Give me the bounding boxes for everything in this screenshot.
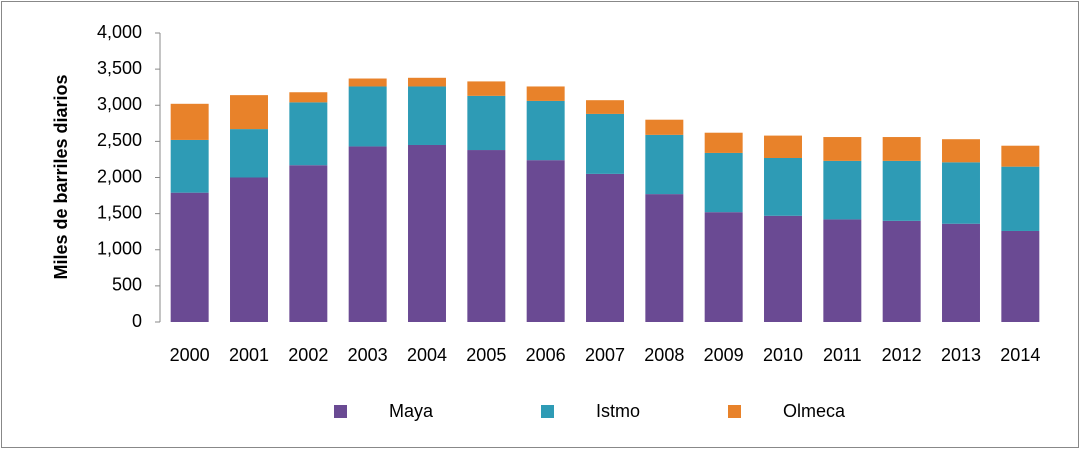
bar-segment bbox=[823, 137, 862, 161]
x-tick-label: 2008 bbox=[644, 345, 684, 365]
bar-segment bbox=[764, 215, 802, 322]
legend-label: Istmo bbox=[596, 401, 640, 421]
bar-segment bbox=[823, 160, 862, 220]
y-tick-label: 3,500 bbox=[97, 58, 142, 78]
bar-segment bbox=[467, 95, 506, 151]
bar-segment bbox=[942, 223, 980, 322]
y-tick-label: 3,000 bbox=[97, 94, 142, 114]
y-tick-label: 1,500 bbox=[97, 202, 142, 222]
bar-segment bbox=[289, 92, 328, 103]
bar-segment bbox=[408, 144, 446, 322]
legend-swatch bbox=[334, 405, 347, 418]
bar-segment bbox=[526, 86, 565, 101]
bar-segment bbox=[645, 119, 684, 135]
bar-segment bbox=[704, 212, 743, 322]
x-tick-label: 2000 bbox=[170, 345, 210, 365]
x-tick-label: 2014 bbox=[1000, 345, 1040, 365]
bar-segment bbox=[1001, 166, 1040, 231]
x-tick-label: 2003 bbox=[348, 345, 388, 365]
y-axis-label: Miles de barriles diarios bbox=[51, 74, 71, 279]
bar-segment bbox=[348, 146, 387, 322]
bar-segment bbox=[230, 129, 268, 178]
bar-segment bbox=[1001, 145, 1040, 167]
bar-segment bbox=[586, 113, 624, 174]
legend-label: Maya bbox=[389, 401, 434, 421]
bar-segment bbox=[230, 95, 268, 130]
bar-segment bbox=[289, 165, 328, 322]
bar-segment bbox=[882, 220, 921, 322]
bar-segment bbox=[348, 78, 387, 87]
x-tick-label: 2007 bbox=[585, 345, 625, 365]
bar-segment bbox=[170, 103, 209, 140]
bar-segment bbox=[170, 192, 209, 322]
x-tick-label: 2012 bbox=[882, 345, 922, 365]
x-tick-label: 2010 bbox=[763, 345, 803, 365]
bar-segment bbox=[586, 173, 624, 322]
x-tick-label: 2002 bbox=[288, 345, 328, 365]
bar-segment bbox=[942, 162, 980, 224]
bar-segment bbox=[823, 219, 862, 322]
bar-segment bbox=[764, 135, 802, 158]
bar-segment bbox=[942, 139, 980, 163]
bar-segment bbox=[645, 194, 684, 322]
legend-label: Olmeca bbox=[783, 401, 846, 421]
legend-swatch bbox=[728, 405, 741, 418]
bar-segment bbox=[526, 100, 565, 161]
x-tick-label: 2013 bbox=[941, 345, 981, 365]
bar-segment bbox=[408, 77, 446, 87]
bar-segment bbox=[230, 177, 268, 322]
bar-segment bbox=[467, 150, 506, 322]
bar-segment bbox=[882, 160, 921, 221]
x-tick-label: 2005 bbox=[466, 345, 506, 365]
x-tick-label: 2006 bbox=[526, 345, 566, 365]
bar-segment bbox=[645, 134, 684, 195]
bar-segment bbox=[467, 81, 506, 96]
legend-swatch bbox=[541, 405, 554, 418]
bar-segment bbox=[882, 137, 921, 161]
x-tick-label: 2009 bbox=[704, 345, 744, 365]
y-tick-label: 4,000 bbox=[97, 22, 142, 42]
y-tick-label: 2,500 bbox=[97, 130, 142, 150]
bar-segment bbox=[704, 132, 743, 153]
bar-segment bbox=[764, 157, 802, 216]
y-tick-label: 1,000 bbox=[97, 239, 142, 259]
y-tick-label: 2,000 bbox=[97, 166, 142, 186]
bar-segment bbox=[526, 160, 565, 322]
bar-segment bbox=[586, 100, 624, 114]
bar-segment bbox=[408, 86, 446, 145]
x-tick-label: 2004 bbox=[407, 345, 447, 365]
bar-segment bbox=[704, 152, 743, 213]
bar-segment bbox=[348, 86, 387, 147]
y-tick-label: 0 bbox=[132, 311, 142, 331]
bar-segment bbox=[289, 102, 328, 166]
y-tick-label: 500 bbox=[112, 275, 142, 295]
x-tick-label: 2001 bbox=[229, 345, 269, 365]
bar-segment bbox=[170, 139, 209, 193]
x-tick-label: 2011 bbox=[823, 345, 862, 365]
bar-segment bbox=[1001, 230, 1040, 322]
